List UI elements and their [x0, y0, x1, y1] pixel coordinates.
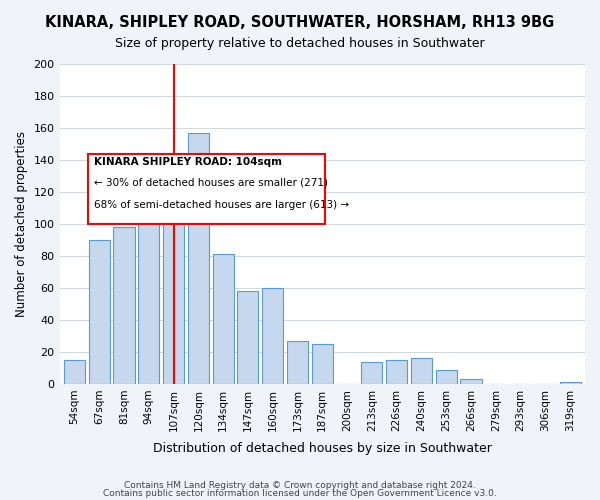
- Bar: [262, 288, 283, 384]
- X-axis label: Distribution of detached houses by size in Southwater: Distribution of detached houses by size …: [153, 442, 492, 455]
- Text: 68% of semi-detached houses are larger (613) →: 68% of semi-detached houses are larger (…: [94, 200, 349, 210]
- Bar: [89, 240, 110, 384]
- Text: KINARA SHIPLEY ROAD: 104sqm: KINARA SHIPLEY ROAD: 104sqm: [94, 157, 281, 167]
- Text: Contains public sector information licensed under the Open Government Licence v3: Contains public sector information licen…: [103, 488, 497, 498]
- Bar: [287, 340, 308, 384]
- Text: ← 30% of detached houses are smaller (271): ← 30% of detached houses are smaller (27…: [94, 178, 328, 188]
- Bar: [386, 360, 407, 384]
- Text: Contains HM Land Registry data © Crown copyright and database right 2024.: Contains HM Land Registry data © Crown c…: [124, 481, 476, 490]
- Bar: [212, 254, 233, 384]
- Text: Size of property relative to detached houses in Southwater: Size of property relative to detached ho…: [115, 38, 485, 51]
- Bar: [560, 382, 581, 384]
- Text: KINARA, SHIPLEY ROAD, SOUTHWATER, HORSHAM, RH13 9BG: KINARA, SHIPLEY ROAD, SOUTHWATER, HORSHA…: [46, 15, 554, 30]
- Bar: [238, 291, 259, 384]
- Bar: [113, 227, 134, 384]
- Bar: [361, 362, 382, 384]
- Bar: [64, 360, 85, 384]
- FancyBboxPatch shape: [88, 154, 325, 224]
- Bar: [312, 344, 333, 384]
- Bar: [460, 379, 482, 384]
- Bar: [411, 358, 432, 384]
- Bar: [163, 174, 184, 384]
- Bar: [436, 370, 457, 384]
- Y-axis label: Number of detached properties: Number of detached properties: [15, 131, 28, 317]
- Bar: [138, 210, 160, 384]
- Bar: [188, 133, 209, 384]
